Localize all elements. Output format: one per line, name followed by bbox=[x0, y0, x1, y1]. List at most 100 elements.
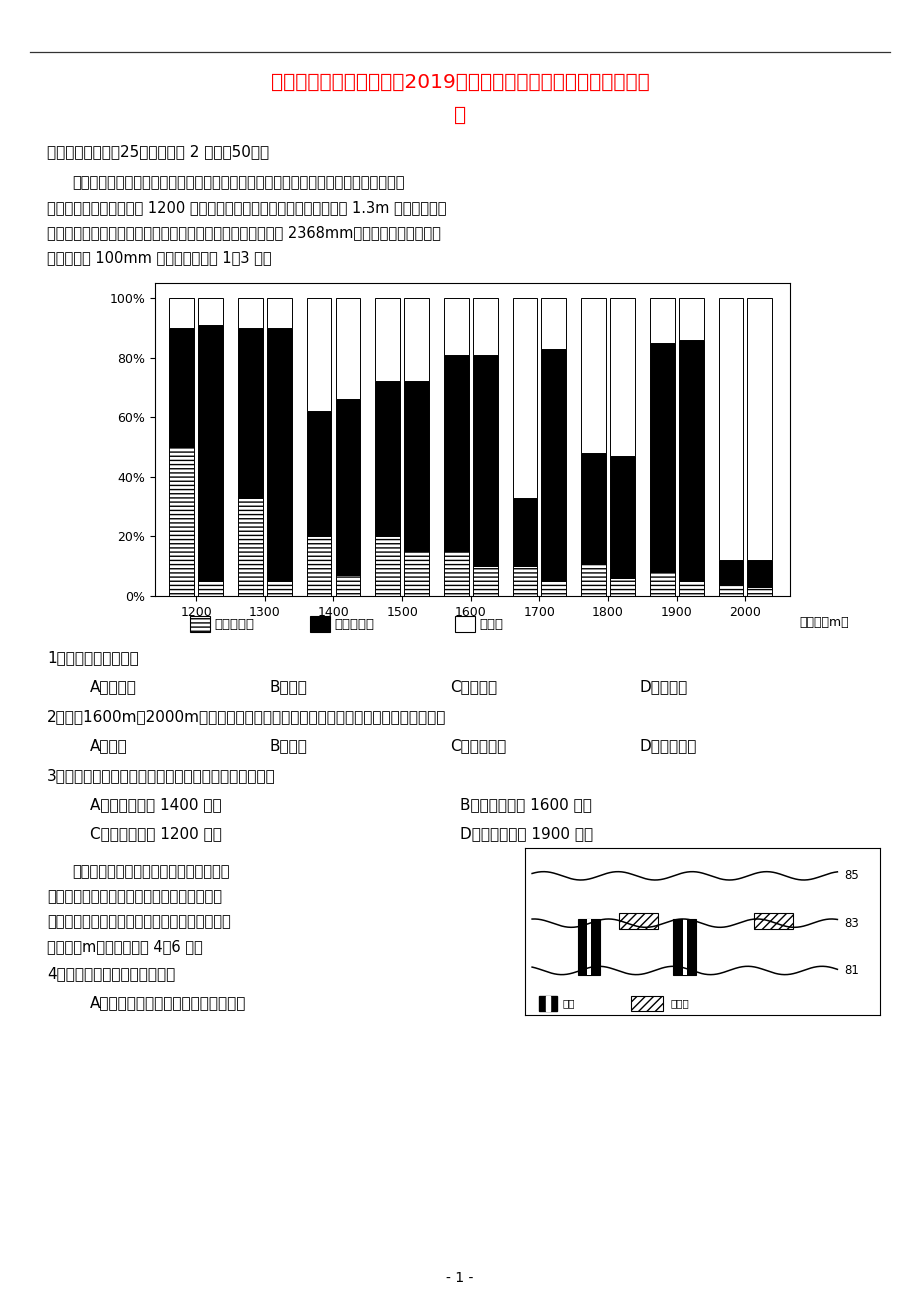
Bar bbox=[306, 298, 331, 411]
Bar bbox=[238, 298, 263, 328]
Text: 下图为我国东部季风区某山峰及附近地区东南坡和西北坡（同一海拔左侧柱状图为西北: 下图为我国东部季风区某山峰及附近地区东南坡和西北坡（同一海拔左侧柱状图为西北 bbox=[72, 176, 404, 190]
Bar bbox=[539, 996, 556, 1010]
Bar bbox=[444, 551, 468, 596]
Bar bbox=[746, 560, 771, 587]
Text: C．西北坡海拔 1200 米处: C．西北坡海拔 1200 米处 bbox=[90, 827, 221, 841]
Text: 落叶阔叶林: 落叶阔叶林 bbox=[214, 617, 254, 630]
Bar bbox=[673, 919, 696, 975]
Bar bbox=[455, 616, 474, 631]
Text: 线单位：m）。据此回答 4～6 题。: 线单位：m）。据此回答 4～6 题。 bbox=[47, 940, 202, 954]
Text: 83: 83 bbox=[844, 917, 858, 930]
Bar bbox=[335, 298, 360, 400]
Bar bbox=[678, 298, 703, 340]
Text: 水井: 水井 bbox=[562, 999, 574, 1008]
Bar bbox=[444, 354, 468, 551]
Bar bbox=[541, 298, 565, 349]
Bar bbox=[678, 340, 703, 581]
Text: 2．海拔1600m～2000m西北坡和东南坡常绿阔叶林所占比重差异的最主要影响因素是: 2．海拔1600m～2000m西北坡和东南坡常绿阔叶林所占比重差异的最主要影响因… bbox=[47, 710, 446, 724]
Bar bbox=[267, 298, 291, 328]
Bar bbox=[609, 456, 634, 578]
Bar bbox=[581, 298, 606, 453]
Bar bbox=[238, 328, 263, 497]
Bar bbox=[649, 572, 674, 596]
Bar bbox=[403, 381, 428, 551]
Bar bbox=[718, 560, 743, 585]
Bar bbox=[472, 566, 497, 596]
Bar bbox=[609, 578, 634, 596]
Text: 坡，右侧为东南坡）海拔 1200 米以上三种主要乔木胸高断面积（树木距 1.3m 的位置的断面: 坡，右侧为东南坡）海拔 1200 米以上三种主要乔木胸高断面积（树木距 1.3m… bbox=[47, 201, 446, 216]
Bar bbox=[375, 536, 400, 596]
Bar bbox=[169, 298, 194, 328]
Bar bbox=[190, 616, 210, 631]
Text: 一、单项选择题（25题，每小题 2 分，共50分）: 一、单项选择题（25题，每小题 2 分，共50分） bbox=[47, 145, 269, 160]
Bar bbox=[512, 566, 537, 596]
Text: D．东南坡海拔 1900 米处: D．东南坡海拔 1900 米处 bbox=[460, 827, 593, 841]
Bar bbox=[306, 411, 331, 536]
Text: 北坡降水多 100mm 左右，据此完成 1～3 题。: 北坡降水多 100mm 左右，据此完成 1～3 题。 bbox=[47, 250, 271, 266]
Bar bbox=[306, 536, 331, 596]
Bar bbox=[618, 914, 657, 928]
Text: C．土壤水分: C．土壤水分 bbox=[449, 738, 505, 754]
Bar bbox=[238, 497, 263, 596]
Text: 排水沟: 排水沟 bbox=[670, 999, 688, 1008]
Bar bbox=[169, 447, 194, 596]
Bar bbox=[472, 354, 497, 566]
Bar bbox=[198, 581, 222, 596]
Bar bbox=[746, 298, 771, 560]
Text: 4．土壤过湿对农作物的危害是: 4．土壤过湿对农作物的危害是 bbox=[47, 966, 175, 982]
Bar bbox=[267, 581, 291, 596]
Text: D．大别山: D．大别山 bbox=[640, 680, 687, 694]
Bar bbox=[746, 587, 771, 596]
Text: A．东南坡海拔 1400 米处: A．东南坡海拔 1400 米处 bbox=[90, 798, 221, 812]
Text: 题: 题 bbox=[453, 105, 466, 125]
Text: 的面积）之和所占比例沿海拔梯度的变化，该山年均降水量为 2368mm，同一海拔东南坡比西: 的面积）之和所占比例沿海拔梯度的变化，该山年均降水量为 2368mm，同一海拔东… bbox=[47, 225, 440, 241]
Bar bbox=[718, 585, 743, 596]
Bar bbox=[678, 581, 703, 596]
Bar bbox=[649, 298, 674, 342]
Bar bbox=[630, 996, 663, 1010]
Text: A．热量: A．热量 bbox=[90, 738, 128, 754]
Bar bbox=[198, 324, 222, 581]
Bar bbox=[335, 575, 360, 596]
Bar bbox=[581, 453, 606, 564]
Bar bbox=[375, 381, 400, 536]
Text: （海拔：m）: （海拔：m） bbox=[799, 616, 848, 629]
Bar bbox=[444, 298, 468, 354]
Text: A．太行山: A．太行山 bbox=[90, 680, 137, 694]
Bar bbox=[546, 996, 550, 1010]
Bar bbox=[267, 328, 291, 581]
Bar bbox=[472, 298, 497, 354]
Bar bbox=[682, 919, 686, 975]
Text: A．气温日较差小，不利营养物质积累: A．气温日较差小，不利营养物质积累 bbox=[90, 996, 246, 1010]
Bar bbox=[541, 581, 565, 596]
Text: 吉林省吉林大学附属中学2019届高三地理上学期第四次模拟考试试: 吉林省吉林大学附属中学2019届高三地理上学期第四次模拟考试试 bbox=[270, 73, 649, 91]
Bar bbox=[403, 551, 428, 596]
Text: B．西北坡海拔 1600 米处: B．西北坡海拔 1600 米处 bbox=[460, 798, 591, 812]
Bar bbox=[577, 919, 599, 975]
Text: 81: 81 bbox=[844, 963, 858, 976]
Text: B．秦岭: B．秦岭 bbox=[269, 680, 308, 694]
Text: 85: 85 bbox=[844, 870, 858, 883]
Text: - 1 -: - 1 - bbox=[446, 1271, 473, 1285]
Text: 针叶林: 针叶林 bbox=[479, 617, 503, 630]
Bar bbox=[609, 298, 634, 456]
Text: C．武夷山: C．武夷山 bbox=[449, 680, 496, 694]
Text: 1．该山峰最可能位于: 1．该山峰最可能位于 bbox=[47, 651, 139, 665]
Bar bbox=[310, 616, 330, 631]
Text: 常绿阔叶林: 常绿阔叶林 bbox=[334, 617, 374, 630]
Text: D．地势起伏: D．地势起伏 bbox=[640, 738, 697, 754]
Bar bbox=[169, 328, 194, 447]
Text: 地下水位过高导致会土壤过湿，不利于农: 地下水位过高导致会土壤过湿，不利于农 bbox=[72, 865, 229, 879]
Text: B．降水: B．降水 bbox=[269, 738, 308, 754]
Bar bbox=[718, 298, 743, 560]
Bar bbox=[581, 564, 606, 596]
Bar bbox=[586, 919, 590, 975]
Bar bbox=[512, 298, 537, 497]
Text: 3．下列坡向和海拔的组合，乔木物种最丰富的最可能是: 3．下列坡向和海拔的组合，乔木物种最丰富的最可能是 bbox=[47, 768, 276, 784]
Bar bbox=[754, 914, 792, 928]
Text: 及拟建的排水井和排水沟的位置（图中等潜水位: 及拟建的排水井和排水沟的位置（图中等潜水位 bbox=[47, 914, 231, 930]
Bar bbox=[512, 497, 537, 566]
Bar bbox=[649, 342, 674, 572]
Bar bbox=[198, 298, 222, 324]
Bar bbox=[541, 349, 565, 581]
